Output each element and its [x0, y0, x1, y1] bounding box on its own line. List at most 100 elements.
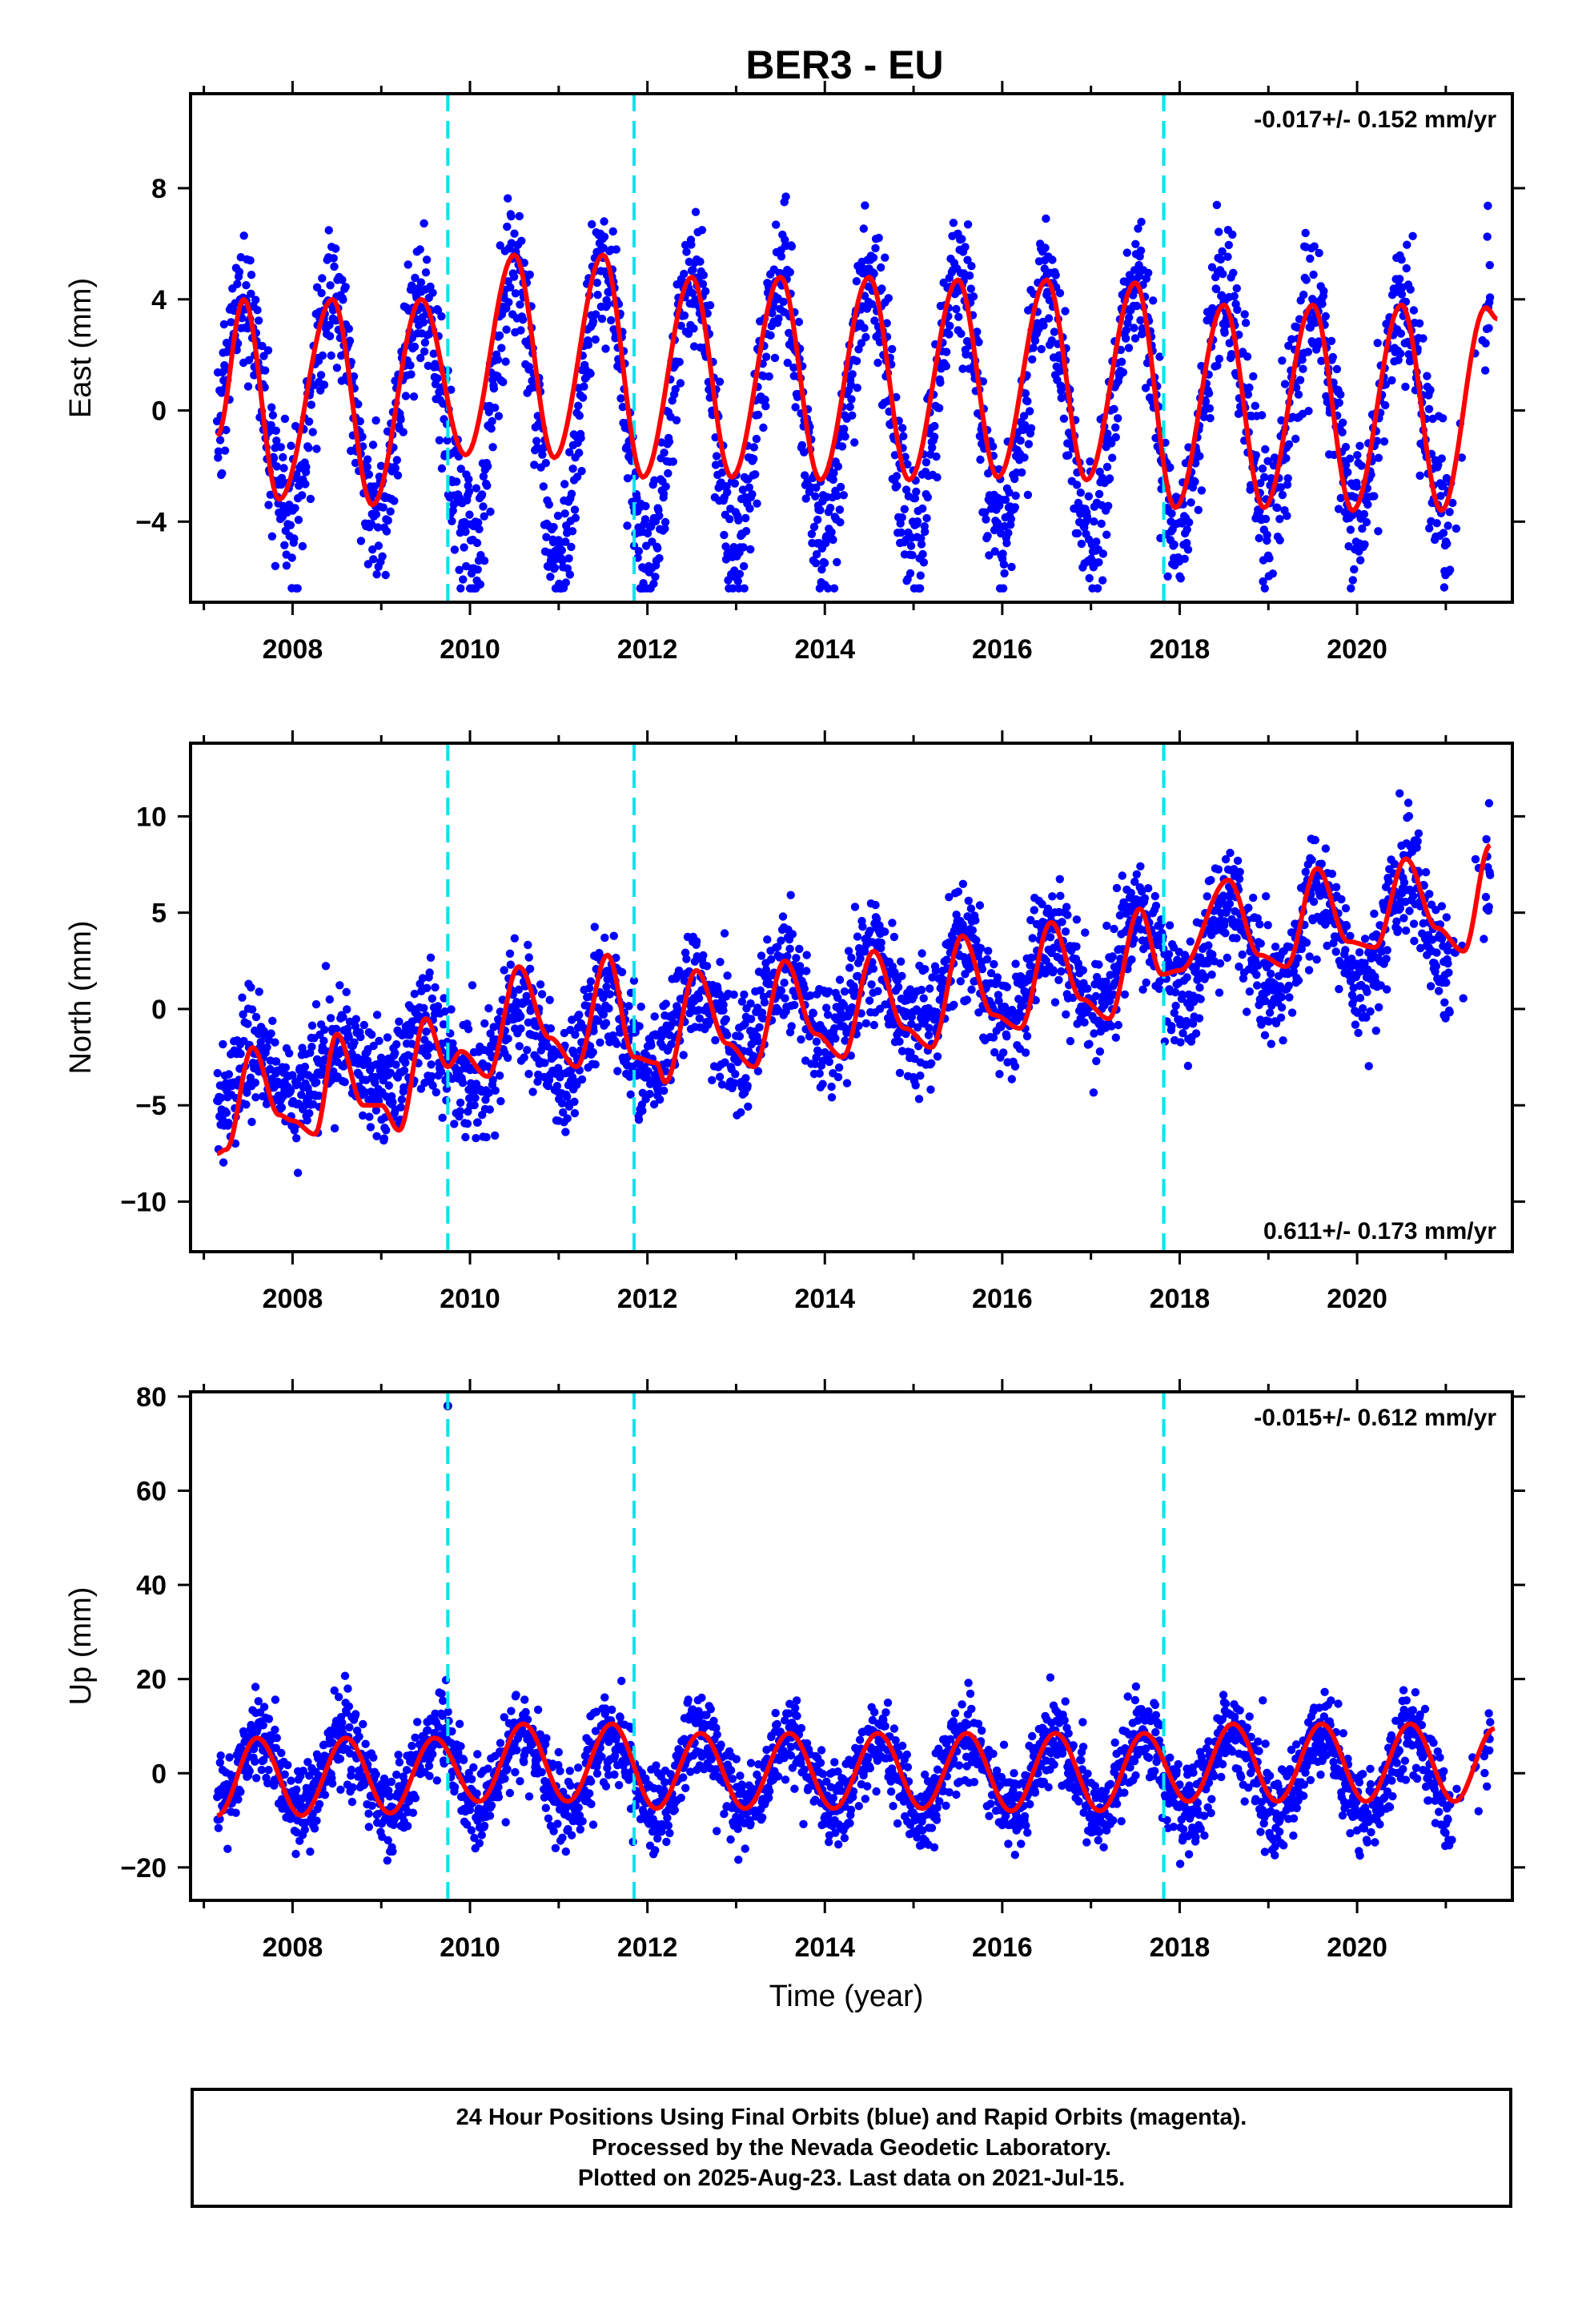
data-point: [470, 1100, 479, 1110]
data-point: [777, 252, 786, 261]
data-point: [330, 1124, 339, 1133]
data-point: [1403, 240, 1411, 249]
data-point: [1249, 893, 1258, 903]
data-point: [850, 903, 860, 911]
data-point: [723, 1031, 732, 1039]
data-point: [339, 296, 347, 304]
data-point: [958, 235, 966, 243]
data-point: [1360, 959, 1369, 967]
data-point: [783, 951, 792, 961]
data-point: [1183, 1061, 1193, 1071]
data-point: [1342, 922, 1351, 931]
data-point: [1084, 492, 1094, 501]
data-point: [1283, 480, 1292, 489]
data-point: [664, 468, 673, 478]
data-point: [1208, 950, 1217, 959]
data-point: [576, 433, 585, 443]
data-point: [665, 437, 674, 446]
data-point: [1445, 508, 1454, 517]
data-point: [860, 324, 869, 332]
data-point: [271, 561, 280, 570]
data-point: [835, 505, 845, 514]
data-point: [699, 951, 708, 960]
data-point: [989, 1033, 998, 1042]
data-point: [1117, 357, 1126, 366]
data-point: [600, 217, 608, 226]
data-point: [650, 1012, 659, 1021]
data-point: [752, 434, 761, 444]
data-point: [840, 424, 849, 433]
data-point: [1029, 344, 1038, 352]
data-point: [777, 936, 785, 945]
data-point: [246, 256, 255, 265]
data-point: [745, 504, 754, 513]
data-point: [820, 558, 829, 568]
data-point: [602, 983, 611, 991]
data-point: [375, 1036, 383, 1046]
data-point: [760, 998, 769, 1007]
data-point: [504, 298, 513, 307]
data-point: [1341, 946, 1350, 955]
data-point: [737, 997, 747, 1006]
data-point: [473, 1118, 482, 1127]
data-point: [1275, 514, 1284, 524]
x-tick-label: 2014: [794, 634, 855, 665]
data-point: [423, 1051, 432, 1060]
data-point: [847, 395, 856, 404]
data-point: [214, 453, 223, 462]
data-point: [1457, 453, 1467, 462]
data-point: [497, 344, 506, 352]
data-point: [251, 296, 260, 304]
y-tick-label: 0: [151, 396, 167, 427]
data-point: [1212, 200, 1222, 210]
data-point: [1350, 565, 1359, 574]
data-point: [1241, 319, 1251, 328]
data-point: [439, 1020, 448, 1029]
data-point: [1397, 255, 1406, 264]
data-point: [423, 983, 432, 993]
data-point: [491, 1131, 500, 1140]
data-point: [1207, 263, 1217, 271]
data-point: [247, 1005, 257, 1014]
data-point: [1186, 937, 1195, 946]
data-point: [382, 1126, 391, 1135]
data-point: [524, 940, 532, 950]
data-point: [302, 463, 311, 472]
data-point: [1267, 969, 1275, 979]
data-point: [1048, 892, 1057, 901]
data-point: [575, 411, 584, 420]
data-point: [1258, 464, 1267, 473]
data-point: [524, 953, 533, 962]
data-point: [618, 403, 628, 412]
data-point: [848, 370, 857, 379]
data-point: [981, 508, 990, 517]
data-point: [422, 1027, 431, 1036]
data-point: [785, 328, 793, 337]
data-point: [351, 1022, 359, 1031]
data-point: [516, 300, 524, 309]
data-point: [1026, 407, 1034, 416]
data-point: [563, 1114, 572, 1123]
data-point: [255, 987, 263, 996]
data-point: [501, 357, 510, 366]
data-point: [515, 1042, 524, 1051]
data-point: [570, 1108, 580, 1118]
x-tick-label: 2016: [972, 634, 1033, 665]
data-point: [705, 301, 715, 310]
data-point: [1317, 356, 1326, 365]
data-point: [1131, 239, 1140, 248]
data-point: [744, 1102, 753, 1112]
data-point: [1261, 996, 1270, 1006]
data-point: [1011, 959, 1020, 968]
data-point: [345, 336, 355, 345]
data-point: [785, 267, 794, 277]
data-point: [1402, 263, 1411, 273]
data-point: [391, 464, 400, 472]
data-point: [213, 1068, 222, 1078]
data-point: [907, 1019, 916, 1029]
data-point: [749, 454, 758, 464]
data-point: [448, 517, 456, 525]
data-point: [258, 341, 267, 351]
data-point: [1278, 356, 1287, 365]
data-point: [827, 1082, 836, 1092]
